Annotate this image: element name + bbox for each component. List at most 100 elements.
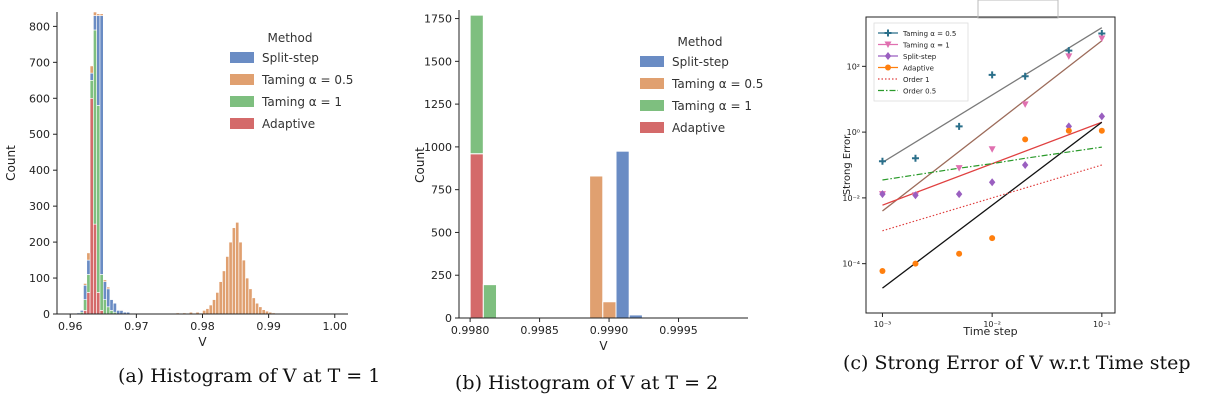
x-tick-label: 10⁻² xyxy=(983,320,1001,329)
strong-error-chart: 10⁻³ 10⁻² 10⁻¹ 10⁻⁴ 10⁻² 10⁰ 10² Time step Stron… xyxy=(842,0,1116,338)
data-point xyxy=(955,122,963,130)
histogram-bar xyxy=(119,310,124,315)
histogram-bar xyxy=(99,310,104,315)
x-tick-label: 0.9990 xyxy=(590,324,629,337)
histogram-bar xyxy=(258,306,263,315)
y-tick-label: 400 xyxy=(29,164,50,177)
x-axis-label: Time step xyxy=(962,325,1017,338)
legend-marker xyxy=(885,64,891,71)
histogram-bar xyxy=(482,284,498,319)
y-tick-label: 200 xyxy=(29,236,50,249)
histogram-bar xyxy=(106,306,111,315)
legend-label: Order 0.5 xyxy=(903,88,936,96)
y-tick-label: 10⁰ xyxy=(847,128,860,137)
legend-label: Taming α = 1 xyxy=(261,95,342,109)
data-point xyxy=(878,157,886,165)
histogram-bar xyxy=(109,299,114,311)
histogram-bar xyxy=(89,97,94,315)
data-point xyxy=(912,260,919,267)
y-tick-label: 300 xyxy=(29,200,50,213)
legend-label: Adaptive xyxy=(262,117,315,131)
y-tick-label: 800 xyxy=(29,20,50,33)
data-point xyxy=(988,178,996,187)
histogram-bar xyxy=(96,105,101,293)
histogram-bar xyxy=(469,14,484,155)
histogram-bar xyxy=(245,277,250,315)
histogram-bar xyxy=(99,13,104,16)
y-tick-label: 0 xyxy=(445,312,452,325)
histogram-bar xyxy=(208,304,213,315)
y-tick-label: 10² xyxy=(847,62,860,71)
histogram-bar xyxy=(106,286,111,290)
histogram-bar xyxy=(86,274,91,293)
fit-line xyxy=(882,27,1103,163)
histogram-bar xyxy=(83,283,88,286)
x-tick-label: 0.96 xyxy=(58,320,83,333)
data-point xyxy=(1098,35,1106,43)
histogram-bar xyxy=(615,150,630,319)
data-point xyxy=(1065,127,1072,134)
reference-line xyxy=(882,146,1102,181)
histogram-bar xyxy=(83,310,88,315)
histogram-bar xyxy=(89,80,94,99)
legend-label: Taming α = 0.5 xyxy=(902,30,956,38)
histogram-bar xyxy=(86,252,91,261)
histogram-bar xyxy=(248,288,253,315)
legend-label: Split-step xyxy=(262,51,319,65)
histogram-bar xyxy=(99,274,104,311)
data-point xyxy=(1098,112,1106,121)
histogram-bar xyxy=(205,308,210,315)
histogram-bar xyxy=(102,281,107,300)
x-tick-label: 0.9980 xyxy=(451,324,490,337)
strong-error-axes: 10⁻³ 10⁻² 10⁻¹ 10⁻⁴ 10⁻² 10⁰ 10² Time step Stron… xyxy=(842,0,1116,338)
caption-b: (b) Histogram of V at T = 2 xyxy=(455,372,719,394)
data-point xyxy=(988,71,996,79)
histogram-bar xyxy=(86,292,91,315)
legend-label: Order 1 xyxy=(903,76,930,84)
y-tick-label: 100 xyxy=(29,272,50,285)
top-box xyxy=(977,0,1059,19)
strong-error-points xyxy=(878,29,1106,274)
y-tick-label: 500 xyxy=(29,128,50,141)
legend-box xyxy=(873,22,969,102)
histogram-bar xyxy=(93,11,97,16)
histogram-bar xyxy=(225,256,230,315)
data-point xyxy=(879,267,886,274)
legend-swatch xyxy=(640,56,664,67)
y-axis-label: Strong Error xyxy=(842,134,853,195)
legend-label: Taming α = 0.5 xyxy=(671,77,763,91)
data-point xyxy=(1021,101,1029,108)
histogram-t2-chart: 0.9980 0.9985 0.9990 0.9995 0 250 500 750 1000 12… xyxy=(413,10,763,353)
histogram-t1-bars xyxy=(76,11,326,315)
histogram-bar xyxy=(102,299,107,315)
histogram-bar xyxy=(202,310,207,315)
histogram-bar xyxy=(106,288,111,308)
x-tick-label: 10⁻³ xyxy=(874,320,892,329)
histogram-t1-chart: 0.96 0.97 0.98 0.99 1.00 0 100 200 300 400 500 600 7… xyxy=(4,11,353,349)
histogram-bar xyxy=(83,299,88,311)
histogram-t1-axes: 0.96 0.97 0.98 0.99 1.00 0 100 200 300 400 500 600 7… xyxy=(4,12,348,349)
data-point xyxy=(911,154,919,162)
x-axis-label: V xyxy=(198,335,207,349)
data-point xyxy=(1065,122,1073,131)
histogram-bar xyxy=(251,297,256,315)
histogram-bar xyxy=(469,153,484,319)
data-point xyxy=(1021,161,1029,169)
y-tick-label: 1500 xyxy=(424,55,452,68)
caption-c: (c) Strong Error of V w.r.t Time step xyxy=(843,352,1191,374)
data-point xyxy=(879,190,886,199)
histogram-bar xyxy=(241,259,246,315)
legend-swatch xyxy=(640,78,664,89)
histogram-bar xyxy=(255,302,260,315)
y-tick-label: 10⁻⁴ xyxy=(842,260,860,269)
legend-swatch xyxy=(640,100,664,111)
caption-a: (a) Histogram of V at T = 1 xyxy=(118,365,381,387)
fit-line xyxy=(882,40,1103,212)
data-point xyxy=(1021,72,1029,80)
fit-line xyxy=(882,121,1103,289)
y-axis-label: Count xyxy=(413,147,427,183)
histogram-bar xyxy=(89,65,94,74)
legend-marker xyxy=(884,29,892,37)
legend-label: Taming α = 0.5 xyxy=(261,73,353,87)
